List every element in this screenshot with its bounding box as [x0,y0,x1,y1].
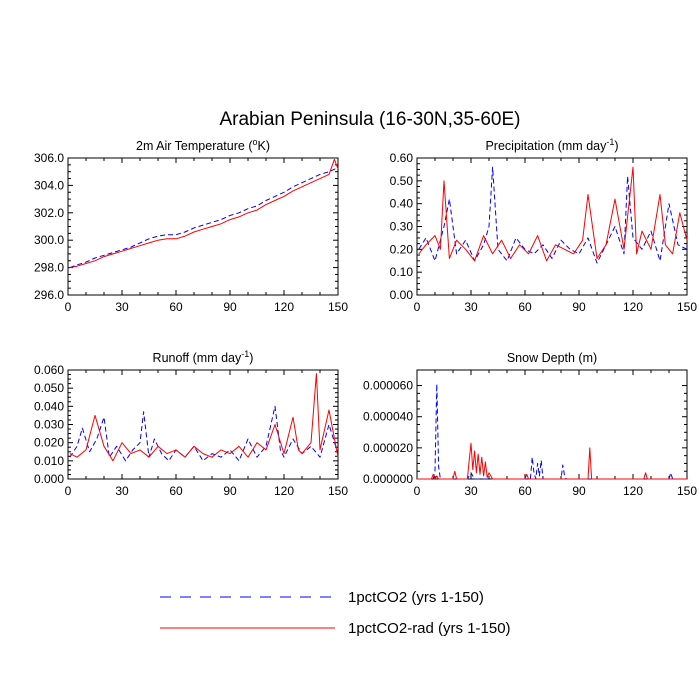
series-line-1pctco2 [418,166,688,264]
y-tick-label: 0.050 [34,381,64,395]
plot-frame-precipitation [416,157,688,296]
main-title: Arabian Peninsula (16-30N,35-60E) [219,109,520,130]
y-tick-label: 0.000060 [363,379,413,393]
x-tick-label: 120 [274,484,294,498]
plot-frame-air-temperature [67,157,339,296]
x-tick-label: 90 [572,300,586,314]
y-tick-label: 0.000 [34,472,64,486]
x-tick-label: 60 [518,300,532,314]
y-tick-label: 0.000020 [363,441,413,455]
y-tick-label: 0.060 [34,363,64,377]
legend-label-1pctco2: 1pctCO2 (yrs 1-150) [348,589,484,606]
x-tick-label: 0 [414,300,421,314]
ticks-snow-depth: 0 30 60 90 120 150 0.000000 0.000020 0.000040 0.0… [363,370,697,498]
y-tick-label: 0.000040 [363,410,413,424]
series-air-temperature [69,158,339,269]
y-tick-label: 0.50 [390,174,414,188]
x-tick-label: 120 [623,484,643,498]
y-tick-label: 0.20 [390,242,414,256]
series-line-1pctco2 [69,405,339,462]
x-tick-label: 120 [623,300,643,314]
plot-frame-runoff [67,369,339,480]
series-runoff [69,373,339,462]
panel-title-runoff: Runoff (mm day-1) [153,349,254,365]
y-tick-label: 0.010 [34,454,64,468]
y-tick-label: 304.0 [34,178,64,192]
y-tick-label: 302.0 [34,206,64,220]
x-tick-label: 30 [464,300,478,314]
panel-precipitation: Precipitation (mm day-1) 0 30 60 90 120 150 0.… [390,137,698,314]
y-tick-label: 306.0 [34,151,64,165]
y-tick-label: 0.00 [390,288,414,302]
panel-air-temperature: 2m Air Temperature (oK) 0 30 60 90 120 150 296… [34,137,348,314]
y-tick-label: 0.020 [34,436,64,450]
y-tick-label: 296.0 [34,288,64,302]
y-tick-label: 0.30 [390,220,414,234]
series-line-1pctco2-rad [418,166,688,262]
x-tick-label: 90 [223,300,237,314]
plot-frame-snow-depth [416,369,688,480]
y-tick-label: 0.000000 [363,472,413,486]
series-snow-depth [417,383,687,480]
x-tick-label: 90 [572,484,586,498]
y-tick-label: 0.040 [34,399,64,413]
y-tick-label: 0.60 [390,151,414,165]
legend-label-1pctco2-rad: 1pctCO2-rad (yrs 1-150) [348,620,511,637]
ticks-runoff: 0 30 60 90 120 150 0.000 0.010 0.020 0.030 0.040 0.… [34,363,348,498]
series-line-1pctco2 [417,383,687,480]
series-line-1pctco2 [69,167,339,269]
x-tick-label: 150 [328,484,348,498]
panel-title-snow-depth: Snow Depth (m) [507,351,597,365]
x-tick-label: 150 [677,484,697,498]
ticks-air-temperature: 0 30 60 90 120 150 296.0 298.0 300.0 302.0 304.0 30… [34,151,348,314]
panel-snow-depth: Snow Depth (m) 0 30 60 90 120 150 0.000000 0.00… [363,351,697,498]
y-tick-label: 300.0 [34,233,64,247]
x-tick-label: 90 [223,484,237,498]
series-line-1pctco2-rad [417,442,687,480]
x-tick-label: 30 [115,300,129,314]
y-tick-label: 0.030 [34,418,64,432]
series-line-1pctco2-rad [69,373,339,462]
y-tick-label: 0.40 [390,197,414,211]
legend: 1pctCO2 (yrs 1-150) 1pctCO2-rad (yrs 1-1… [160,589,511,637]
x-tick-label: 0 [65,300,72,314]
panel-title-air-temperature: 2m Air Temperature (oK) [136,137,270,153]
panel-title-precipitation: Precipitation (mm day-1) [485,137,618,153]
series-precipitation [418,166,688,264]
panel-runoff: Runoff (mm day-1) 0 30 60 90 120 150 0.000 0.01… [34,349,348,498]
x-tick-label: 60 [518,484,532,498]
x-tick-label: 60 [169,484,183,498]
x-tick-label: 30 [115,484,129,498]
x-tick-label: 0 [414,484,421,498]
y-tick-label: 298.0 [34,261,64,275]
x-tick-label: 150 [677,300,697,314]
x-tick-label: 0 [65,484,72,498]
x-tick-label: 120 [274,300,294,314]
y-tick-label: 0.10 [390,265,414,279]
series-line-1pctco2-rad [69,158,339,269]
x-tick-label: 60 [169,300,183,314]
x-tick-label: 150 [328,300,348,314]
x-tick-label: 30 [464,484,478,498]
